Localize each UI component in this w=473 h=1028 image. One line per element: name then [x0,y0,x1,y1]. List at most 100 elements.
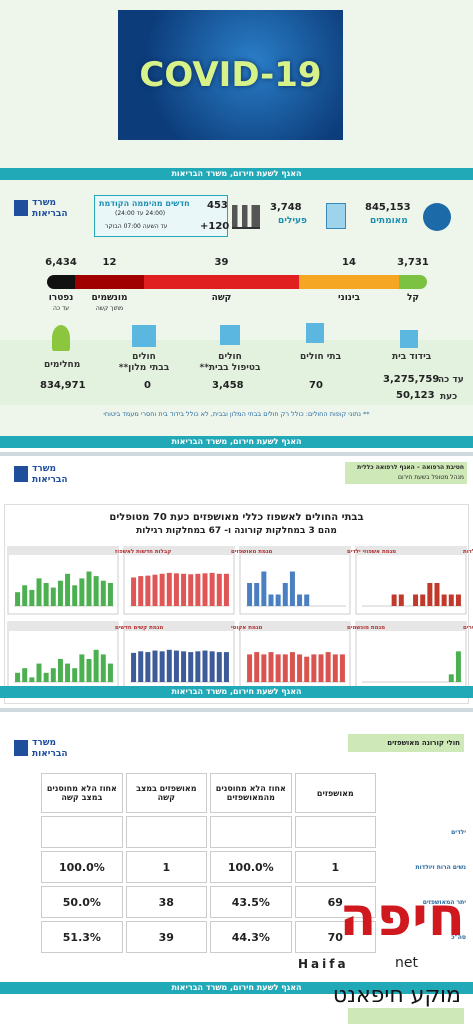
severity-segment [299,275,399,289]
icon [220,325,240,345]
cell: 38 [125,886,207,918]
panel-title: מגמת מאושפזים [231,549,272,555]
bar [43,583,49,606]
cell: 100.0% [209,851,292,883]
panel-header [356,622,466,631]
logo-text: משרד [32,198,57,208]
panel-header [124,622,234,631]
bar [297,654,303,682]
new-label: חדשים מהיממה הקודמת [99,199,190,208]
severity-label: קל [406,293,420,303]
panel-title: מגמת אשפוזי נשים הרות ויולדות [463,549,473,555]
section3-title: חולי קורונה מאושפזים [348,734,464,752]
bar [181,573,187,606]
banner: COVID-19 [118,10,343,140]
bar [100,580,106,606]
cell: 43.5% [209,886,292,918]
panel-title: מגמת מונשמים [347,625,385,631]
section-2: חטיבת הרפואה – האגף לרפואה כללית מנהל מט… [0,452,473,708]
row-label: יתר המאושפזים [422,898,466,906]
panel-header [240,546,350,555]
hospitals-label: בתי חולים [300,352,342,362]
active-value: 3,748 [270,202,302,213]
bar [455,594,461,606]
severity-value: 3,731 [397,257,429,268]
bar [29,677,35,682]
clipboard-icon [326,203,346,229]
panel-title: מגמת נפטרים [463,625,473,631]
panel-header [124,546,234,555]
bar [152,574,158,606]
section-3: משרד הבריאות חולי קורונה מאושפזים מאושפז… [0,708,473,1028]
logo: משרד הבריאות [14,196,80,222]
bar [311,654,317,682]
severity-segment [47,275,75,289]
row: ילדים [41,816,467,848]
watermark-main: חיפה [339,885,465,948]
bar [268,594,274,606]
severity-note: עד כה [52,305,70,312]
severity-label: מונשמים [91,293,128,303]
bar [79,654,85,682]
bar [209,651,215,682]
charts-frame [4,504,469,704]
header-cell: מאושפזים במצב קשה [125,773,207,813]
cell [209,816,292,848]
bar [209,572,215,606]
watermark-net: net [395,955,418,971]
bar [22,668,28,682]
bar [138,576,144,606]
section-1: COVID-19 האגף לשעת חירום, משרד הבריאות מ… [0,0,473,448]
home-isolation-now: 50,123 [396,390,435,401]
bar [50,668,56,682]
bar [216,573,222,606]
bar [79,578,85,606]
bar [57,659,63,682]
bar [275,594,281,606]
logo-mark [14,466,28,482]
header-cell: אחוז הלא מחוסנים מהמאושפזים [209,773,292,813]
ministry-bar: האגף לשעת חירום, משרד הבריאות [0,168,473,180]
header-cell [379,773,467,813]
bar [107,663,113,682]
bar [145,652,151,682]
bar [131,652,137,682]
bar [261,571,267,606]
bar [29,589,35,606]
panels: מגמת אשפוזי נשים הרות ויולדות מגמת אשפוזי… [7,546,473,691]
home-isolation-label: בידוד בית [392,352,432,362]
section-header [348,1008,464,1024]
severity-label: נפטרו [48,293,74,303]
new-range: (24:00 עד 24:00) [115,210,166,217]
row-label: ילדים [451,828,466,836]
logo-text: הבריאות [32,749,68,759]
bar [36,663,42,682]
bar [448,594,454,606]
bar [275,654,281,682]
ministry-bar: האגף לשעת חירום, משרד הבריאות [0,982,473,994]
panel-header [8,622,118,631]
panel [355,546,467,615]
bar [57,580,63,606]
bar [339,654,345,682]
bar [202,573,208,606]
bar [50,587,56,606]
severity-label: קשה [211,293,232,303]
panel-header [8,546,118,555]
bar [145,575,151,606]
header-line: מנהל מטופל בשעת חירום [398,474,464,481]
cell: 100.0% [41,851,123,883]
bar [138,651,144,682]
header-row: מאושפזים אחוז הלא מחוסנים מהמאושפזים מאושפ… [41,773,467,813]
header-line: חטיבת הרפואה – האגף לרפואה כללית [357,464,464,471]
recovered-value: 834,971 [40,380,86,391]
bar [86,571,92,606]
home-care-label: חולים [218,352,242,362]
bar [289,571,295,606]
header-cell: מאושפזים [294,773,376,813]
icon [306,323,324,343]
panel-title: מגמת אשפוזי ילדים [347,549,396,555]
recovered-label: מחלימים [44,360,81,370]
bar [261,654,267,682]
